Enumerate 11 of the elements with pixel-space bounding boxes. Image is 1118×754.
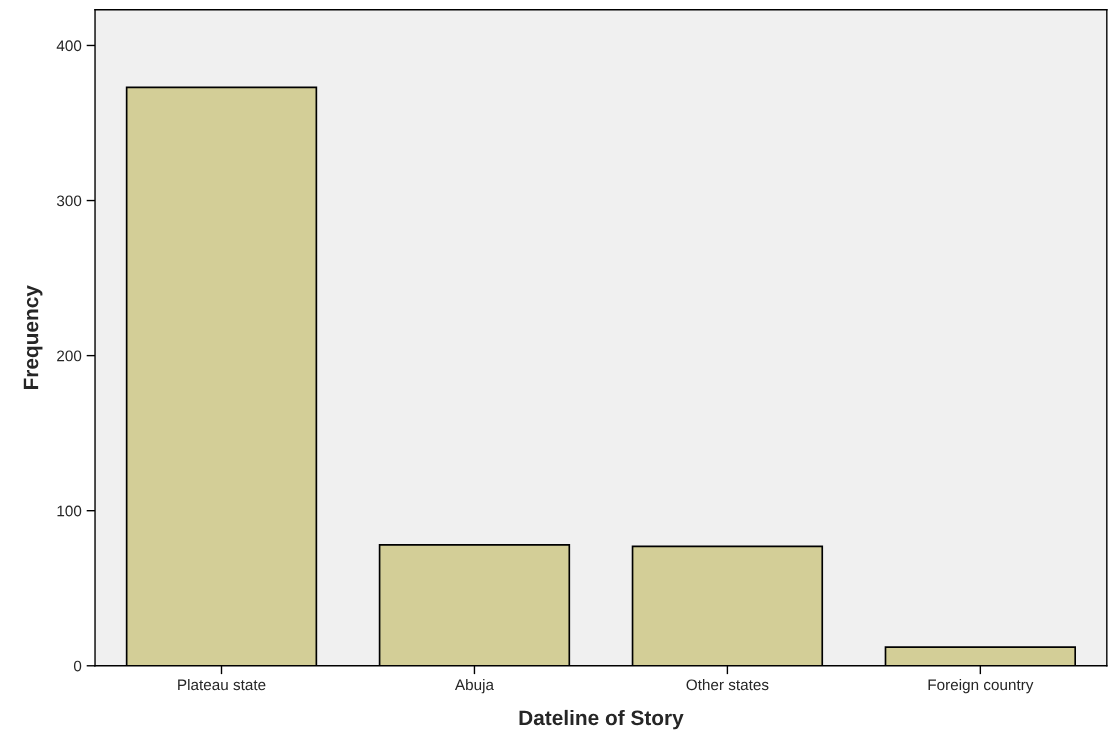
y-axis-title: Frequency <box>23 285 43 390</box>
y-tick-label: 100 <box>57 505 82 517</box>
x-tick-label: Other states <box>686 678 769 691</box>
y-tick-label: 200 <box>57 350 82 362</box>
x-tick-label: Foreign country <box>928 678 1034 694</box>
y-tick-label: 400 <box>56 40 82 52</box>
x-tick-label: Abuja <box>454 678 494 694</box>
y-tick-label: 300 <box>56 195 82 207</box>
x-axis-title: Dateline of Story <box>519 709 684 730</box>
x-tick-label: Plateau state <box>178 678 266 691</box>
y-tick-label: 0 <box>73 660 82 672</box>
